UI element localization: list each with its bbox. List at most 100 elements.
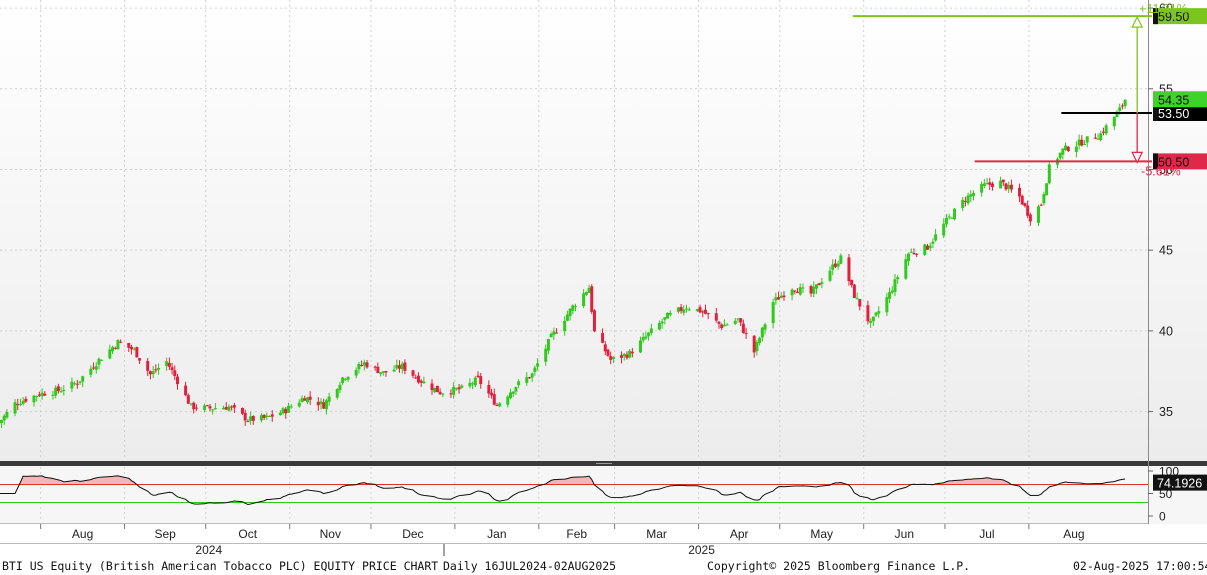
candle-down — [270, 414, 274, 417]
candle-up — [203, 405, 207, 410]
candle-down — [701, 311, 705, 313]
candle-down — [752, 335, 756, 353]
month-label: Jun — [895, 527, 914, 541]
candle-up — [13, 402, 17, 414]
candle-down — [167, 362, 171, 367]
month-label: May — [810, 527, 833, 541]
candle-up — [855, 297, 859, 299]
candle-up — [568, 308, 572, 316]
candle-up — [265, 415, 269, 417]
candle-up — [942, 223, 946, 236]
candle-up — [1099, 133, 1103, 140]
candle-down — [590, 286, 594, 312]
candle-down — [56, 386, 60, 392]
candle-down — [438, 391, 442, 395]
candle-up — [944, 217, 948, 225]
candle-down — [246, 421, 250, 423]
price-tick-label: 45 — [1159, 244, 1173, 258]
candle-up — [790, 289, 794, 296]
candle-up — [1118, 107, 1122, 111]
candle-up — [584, 292, 588, 295]
candle-up — [888, 292, 892, 299]
candle-down — [135, 347, 139, 358]
candle-up — [1045, 183, 1049, 196]
candle-up — [341, 377, 345, 384]
candle-down — [1101, 131, 1105, 133]
candle-up — [40, 392, 44, 397]
last-price-text: 54.35 — [1158, 93, 1189, 107]
candle-down — [148, 371, 152, 375]
candle-up — [733, 320, 737, 324]
upside-percent-label: +11.21% — [1139, 2, 1188, 16]
candle-down — [495, 404, 499, 406]
candle-down — [850, 279, 854, 285]
candle-up — [111, 347, 115, 352]
candle-up — [552, 331, 556, 335]
candle-down — [1004, 183, 1008, 190]
candle-down — [620, 355, 624, 358]
candle-down — [16, 404, 20, 406]
candle-up — [471, 383, 475, 385]
month-label: Jul — [979, 527, 994, 541]
candle-up — [517, 381, 521, 386]
candle-down — [184, 385, 188, 396]
candle-down — [603, 344, 607, 352]
candle-down — [403, 362, 407, 371]
candle-down — [43, 393, 47, 396]
candle-up — [259, 415, 263, 421]
candle-up — [81, 376, 85, 382]
candle-up — [622, 354, 626, 357]
candle-up — [189, 403, 193, 405]
candle-up — [999, 180, 1003, 189]
candle-up — [281, 408, 285, 414]
candle-up — [961, 199, 965, 209]
candle-down — [1028, 214, 1032, 222]
candle-down — [630, 351, 634, 354]
candle-up — [530, 373, 534, 378]
candle-down — [1026, 205, 1030, 216]
candle-up — [695, 309, 699, 311]
candle-up — [755, 342, 759, 352]
candles — [0, 99, 1127, 428]
candle-up — [820, 282, 824, 285]
price-tick-label: 35 — [1159, 405, 1173, 419]
candle-up — [874, 312, 878, 316]
candle-down — [592, 310, 596, 332]
month-label: Oct — [238, 527, 257, 541]
candle-up — [536, 363, 540, 367]
candle-down — [365, 362, 369, 368]
footer-security-title: BTI US Equity (British American Tobacco … — [2, 559, 439, 573]
candle-down — [243, 412, 247, 421]
candle-up — [51, 394, 55, 396]
candle-down — [698, 307, 702, 313]
candle-up — [452, 386, 456, 395]
candle-up — [985, 182, 989, 184]
candle-down — [262, 414, 266, 418]
indicator-panel-background — [0, 466, 1207, 524]
candle-down — [284, 408, 288, 414]
indicator-value-text: 74.1926 — [1157, 477, 1202, 491]
candle-up — [116, 340, 120, 350]
candle-down — [479, 376, 483, 385]
candle-down — [154, 369, 158, 371]
candle-down — [741, 323, 745, 333]
candle-up — [544, 348, 548, 362]
candle-up — [649, 328, 653, 334]
candle-up — [278, 412, 282, 416]
candle-up — [1077, 139, 1081, 146]
candle-up — [100, 359, 104, 361]
candle-up — [211, 409, 215, 411]
candle-up — [1115, 111, 1119, 118]
candle-up — [928, 245, 932, 249]
candle-up — [628, 350, 632, 358]
candle-up — [682, 309, 686, 313]
candle-up — [966, 195, 970, 204]
candle-up — [78, 381, 82, 383]
candle-up — [433, 387, 437, 393]
candle-up — [335, 389, 339, 398]
candle-up — [969, 194, 973, 197]
candle-up — [32, 395, 36, 403]
candle-up — [644, 336, 648, 339]
candle-down — [430, 383, 434, 391]
